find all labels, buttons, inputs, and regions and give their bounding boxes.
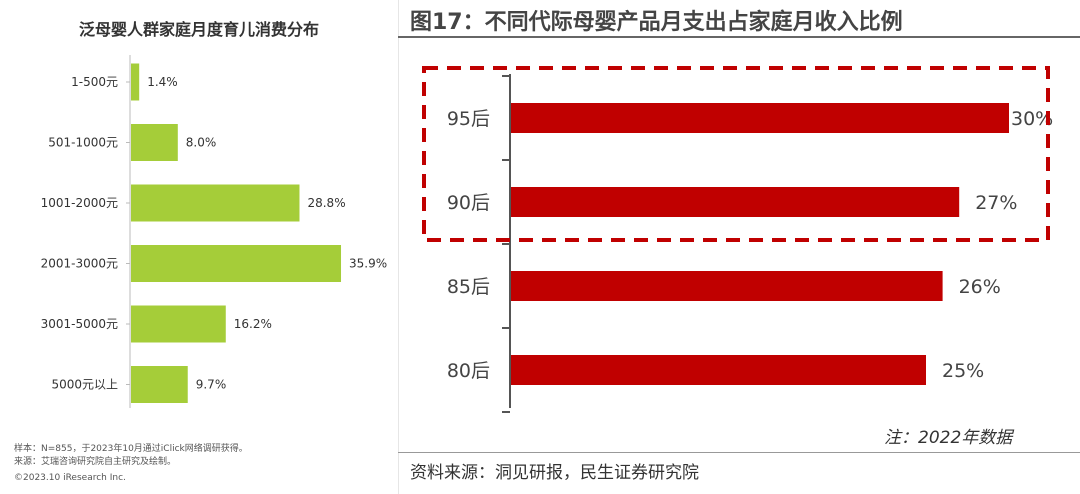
left-category-label: 1-500元: [71, 75, 118, 89]
right-category-label: 90后: [447, 192, 490, 214]
left-data-label: 8.0%: [186, 136, 217, 150]
right-bar-chart: 95后 30% 90后 27% 85后 26% 80后 25%: [422, 66, 1053, 413]
left-bar-chart: 1-500元 1.4% 501-1000元 8.0% 1001-2000元 28.8% 20…: [41, 55, 387, 408]
title-divider: [398, 36, 1080, 38]
left-chart-title: 泛母婴人群家庭月度育儿消费分布: [78, 20, 319, 39]
left-data-label: 16.2%: [234, 317, 272, 331]
left-bar: [131, 245, 342, 282]
left-category-label: 1001-2000元: [41, 196, 118, 210]
right-bar: [511, 271, 943, 301]
left-bar: [131, 124, 178, 161]
right-data-label: 25%: [942, 360, 984, 382]
footnote-copyright: ©2023.10 iResearch Inc.: [14, 473, 126, 483]
right-category-label: 95后: [447, 108, 490, 130]
right-chart-title: 图17：不同代际母婴产品月支出占家庭月收入比例: [410, 10, 903, 35]
right-data-label: 26%: [959, 276, 1001, 298]
right-category-label: 80后: [447, 360, 490, 382]
right-data-label: 30%: [1011, 108, 1053, 130]
left-bar: [131, 305, 226, 343]
right-data-label: 27%: [975, 192, 1017, 214]
right-bar: [511, 103, 1009, 133]
left-data-label: 28.8%: [307, 196, 345, 210]
footnote-source: 来源：艾瑞咨询研究院自主研究及绘制。: [14, 457, 177, 467]
chart-note: 注：2022年数据: [884, 428, 1013, 448]
left-category-label: 5000元以上: [51, 378, 118, 392]
source-divider: [398, 452, 1080, 453]
left-category-label: 3001-5000元: [41, 317, 118, 331]
left-category-label: 501-1000元: [48, 136, 118, 150]
left-bar: [131, 366, 188, 403]
chart-source: 资料来源：洞见研报，民生证券研究院: [410, 463, 699, 483]
highlight-dashed-box: [422, 66, 1050, 242]
right-bar: [511, 355, 926, 385]
left-data-label: 35.9%: [349, 257, 387, 271]
left-bar: [131, 184, 300, 222]
left-data-label: 1.4%: [147, 75, 178, 89]
right-bar: [511, 187, 960, 217]
left-chart-panel: 泛母婴人群家庭月度育儿消费分布 1-500元 1.4% 501-1000元 8.0% 1…: [0, 0, 399, 494]
right-chart-panel: 图17：不同代际母婴产品月支出占家庭月收入比例 95后 30% 90后 27% 85后 2…: [398, 0, 1080, 494]
right-category-label: 85后: [447, 276, 490, 298]
left-bar: [131, 63, 140, 101]
left-category-label: 2001-3000元: [41, 257, 118, 271]
footnote-sample: 样本：N=855，于2023年10月通过iClick网络调研获得。: [14, 444, 248, 454]
left-data-label: 9.7%: [196, 378, 227, 392]
